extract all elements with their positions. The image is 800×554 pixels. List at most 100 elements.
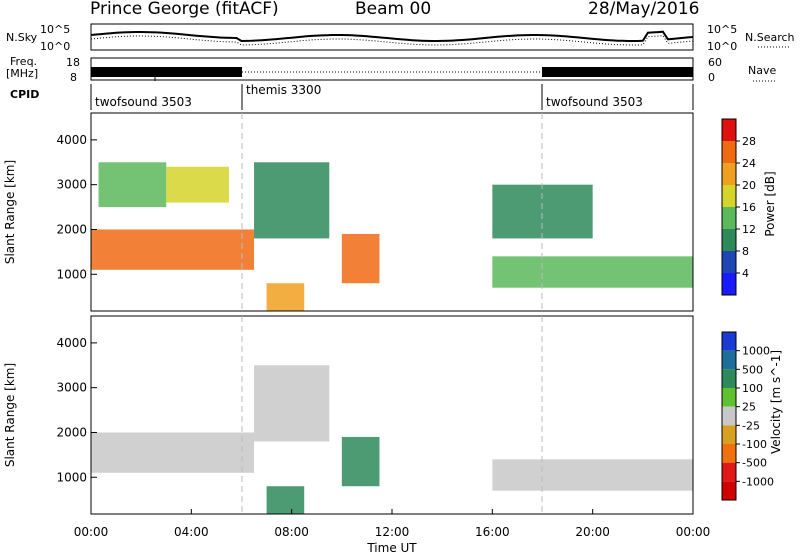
colorbar-tick-label: 16	[742, 201, 756, 214]
nave-label: Nave	[748, 64, 776, 77]
freq-block-1	[91, 67, 242, 77]
colorbar-tick-label: -25	[742, 419, 760, 432]
x-axis-ticks: 00:00 04:00 08:00 12:00 16:00 20:00 00:00	[74, 509, 711, 539]
colorbar-tick-label: 24	[742, 157, 756, 170]
noise-left-tick-top: 10^5	[40, 23, 70, 36]
noise-left-label: N.Sky	[6, 31, 38, 44]
echo-region	[166, 166, 229, 203]
echo-region	[341, 233, 380, 284]
y-tick-label: 3000	[56, 381, 87, 395]
x-tick-label: 08:00	[274, 525, 309, 539]
freq-right-tick-top: 60	[708, 56, 722, 69]
noise-right-tick-bottom: 10^0	[707, 40, 737, 53]
echo-region	[254, 162, 330, 239]
cpid-label: CPID	[10, 88, 39, 101]
echo-region	[266, 486, 305, 514]
velocity-colorbar: 1000 500 100 25 -25 -100 -500 -1000	[721, 331, 774, 501]
y-tick-label: 1000	[56, 470, 87, 484]
y-tick-label: 4000	[56, 336, 87, 350]
colorbar-tick-label: 1000	[742, 345, 770, 358]
freq-right-tick-bottom: 0	[708, 71, 715, 84]
colorbar-tick-label: 25	[742, 401, 756, 414]
cpid-mode-3: twofsound 3503	[546, 95, 643, 109]
colorbar-swatch	[722, 163, 736, 185]
y-tick-label: 2000	[56, 222, 87, 236]
beam-title: Beam 00	[355, 0, 431, 19]
noise-panel-frame	[90, 23, 694, 51]
velocity-echo-layer	[91, 365, 693, 514]
colorbar-tick-label: -500	[742, 457, 767, 470]
noise-sky-trace	[90, 30, 694, 43]
colorbar-swatch	[722, 185, 736, 207]
colorbar-swatch	[722, 444, 736, 463]
x-tick-label: 00:00	[74, 525, 109, 539]
colorbar-swatch	[722, 388, 736, 407]
colorbar-tick-label: 500	[742, 363, 763, 376]
colorbar-tick-label: 20	[742, 179, 756, 192]
x-tick-label: 00:00	[676, 525, 711, 539]
freq-left-tick-bottom: 8	[70, 71, 77, 84]
velocity-ylabel: Slant Range [km]	[3, 363, 17, 467]
colorbar-swatch	[722, 481, 736, 500]
colorbar-swatch	[722, 119, 736, 141]
colorbar-frame	[721, 331, 737, 501]
echo-region	[91, 432, 255, 473]
colorbar-swatch	[722, 207, 736, 229]
echo-region	[492, 459, 693, 491]
echo-region	[492, 184, 593, 239]
colorbar-swatch	[722, 350, 736, 370]
colorbar-swatch	[722, 406, 736, 426]
x-tick-label: 20:00	[575, 525, 610, 539]
y-tick-label: 4000	[56, 133, 87, 147]
y-tick-label: 2000	[56, 425, 87, 439]
colorbar-swatch	[722, 229, 736, 251]
freq-block-2	[542, 67, 693, 77]
power-cbar-label: Power [dB]	[763, 171, 777, 236]
colorbar-swatch	[722, 425, 736, 444]
power-colorbar: 4 8 12 16 20 24 28	[721, 118, 756, 296]
velocity-cbar-label: Velocity [m s^-1]	[769, 350, 783, 454]
colorbar-swatch	[722, 273, 736, 295]
x-axis-label: Time UT	[366, 541, 417, 554]
echo-region	[254, 365, 330, 442]
colorbar-swatch	[722, 141, 736, 163]
freq-label-line1: Freq.	[10, 55, 37, 68]
station-title: Prince George (fitACF)	[90, 0, 279, 19]
colorbar-swatch	[722, 332, 736, 351]
x-tick-label: 04:00	[174, 525, 209, 539]
freq-label-line2: [MHz]	[6, 67, 38, 80]
colorbar-tick-label: 28	[742, 135, 756, 148]
colorbar-tick-label: 8	[742, 245, 749, 258]
power-ylabel: Slant Range [km]	[3, 160, 17, 264]
cpid-mode-1: twofsound 3503	[95, 95, 192, 109]
echo-region	[266, 283, 305, 311]
colorbar-swatch	[722, 369, 736, 388]
colorbar-tick-label: 12	[742, 223, 756, 236]
velocity-yticks: 1000 2000 3000 4000	[56, 336, 97, 484]
colorbar-swatch	[722, 251, 736, 273]
colorbar-tick-label: 4	[742, 267, 749, 280]
noise-left-tick-bottom: 10^0	[40, 40, 70, 53]
power-echo-layer	[91, 162, 693, 311]
y-tick-label: 3000	[56, 178, 87, 192]
echo-region	[492, 256, 693, 288]
noise-right-label: N.Search	[745, 31, 795, 44]
power-yticks: 1000 2000 3000 4000	[56, 133, 97, 281]
colorbar-swatch	[722, 462, 736, 482]
cpid-mode-2: themis 3300	[246, 83, 321, 97]
colorbar-tick-label: 100	[742, 382, 763, 395]
power-panel-frame	[90, 112, 694, 312]
freq-left-tick-top: 18	[66, 56, 80, 69]
date-title: 28/May/2016	[588, 0, 700, 19]
colorbar-tick-label: -1000	[742, 475, 774, 488]
echo-region	[98, 162, 167, 208]
noise-right-tick-top: 10^5	[707, 23, 737, 36]
y-tick-label: 1000	[56, 267, 87, 281]
colorbar-tick-label: -100	[742, 438, 767, 451]
echo-region	[91, 229, 255, 270]
x-tick-label: 12:00	[375, 525, 410, 539]
x-tick-label: 16:00	[475, 525, 510, 539]
echo-region	[341, 436, 380, 487]
